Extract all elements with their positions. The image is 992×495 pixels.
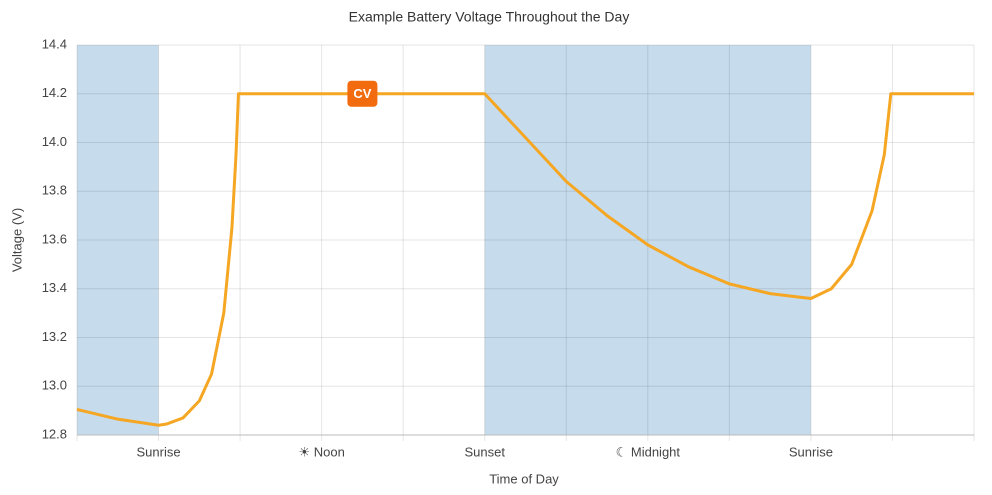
x-axis-label: Time of Day: [489, 471, 559, 486]
x-tick-label: Sunrise: [137, 444, 181, 459]
y-tick-label: 14.4: [42, 36, 67, 51]
x-tick-label: Sunset: [464, 444, 505, 459]
annotation-box: [347, 80, 378, 107]
annotation: CV: [347, 80, 378, 107]
y-tick-label: 13.0: [42, 378, 67, 393]
y-tick-label: 14.2: [42, 85, 67, 100]
y-tick-label: 12.8: [42, 426, 67, 441]
x-tick-label: Sunrise: [789, 444, 833, 459]
y-tick-label: 13.8: [42, 183, 67, 198]
x-tick-label: ☾ Midnight: [616, 444, 681, 459]
y-tick-label: 14.0: [42, 134, 67, 149]
night-band: [77, 45, 159, 435]
chart-title: Example Battery Voltage Throughout the D…: [349, 9, 630, 25]
y-tick-label: 13.2: [42, 329, 67, 344]
night-band: [484, 45, 811, 435]
voltage-line: [76, 92, 974, 427]
y-axis-label: Voltage (V): [9, 208, 24, 272]
x-tick-label: ☀ Noon: [298, 444, 344, 459]
y-tick-label: 13.6: [42, 231, 67, 246]
y-tick-label: 13.4: [42, 280, 67, 295]
annotation-text: CV: [353, 86, 371, 101]
